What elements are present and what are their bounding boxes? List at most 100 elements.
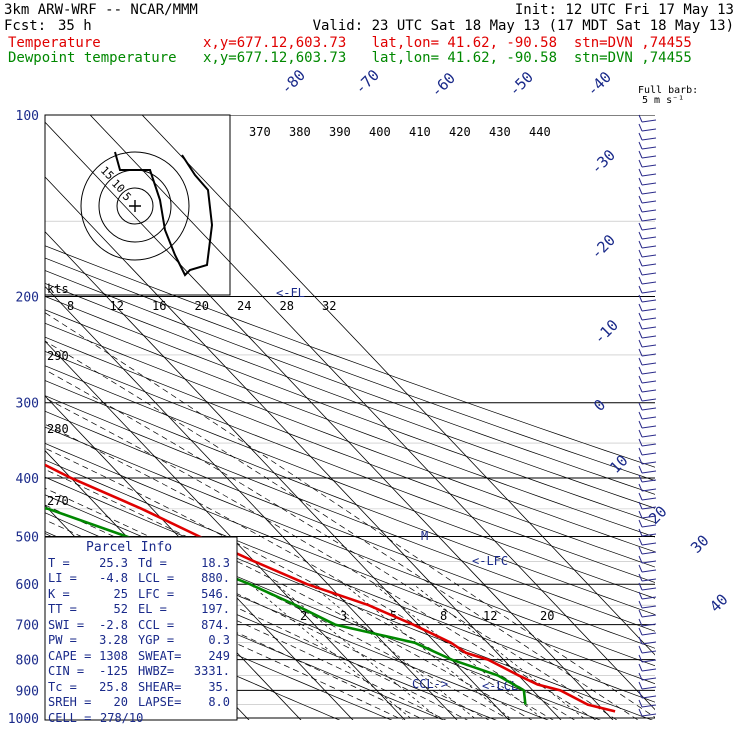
parcel-value-1: 25 <box>113 586 128 601</box>
wind-barb-flag <box>638 609 643 618</box>
mixing-ratio-label: 12 <box>483 609 497 623</box>
moist-adiabat-line <box>45 447 554 720</box>
moist-adiabat-line <box>45 312 655 718</box>
wind-barb <box>641 596 657 600</box>
wind-barb <box>641 236 657 240</box>
isotherm-label: -10 <box>590 316 622 348</box>
parcel-info-panel: Parcel Info T = 25.3 Td = 18.3 LI = -4.8 LCL =… <box>48 540 236 726</box>
parcel-label-1: CAPE = <box>48 648 92 663</box>
parcel-info-row: CIN = -125 HWBZ= 3331. <box>48 664 236 680</box>
dry-adiabat-line <box>45 350 655 583</box>
wind-speed-unit-label: kts <box>47 282 69 296</box>
isotherm-label: 10 <box>606 451 632 477</box>
wind-barb <box>641 209 657 213</box>
wind-barb-flag <box>638 618 643 627</box>
forecast-label: Fcst: <box>4 18 47 34</box>
wind-barb-flag <box>638 483 643 492</box>
dewpoint-trace <box>45 507 527 705</box>
wind-barb-flag <box>638 492 643 501</box>
wind-barb-flag <box>638 348 643 357</box>
parcel-value-2: 8.0 <box>208 695 230 709</box>
wind-barb-flag <box>638 627 643 636</box>
theta-label-top: 380 <box>289 125 311 139</box>
parcel-label-1: T = <box>48 555 70 570</box>
wind-barb-flag <box>638 447 643 456</box>
wind-barb-flag <box>638 420 643 429</box>
wind-barb-flag <box>638 240 643 249</box>
parcel-label-1: SWI = <box>48 617 85 632</box>
pressure-tick-label: 500 <box>16 530 39 545</box>
wind-barb <box>641 461 657 465</box>
pressure-tick-label: 900 <box>16 684 39 699</box>
wind-barb-flag <box>638 123 643 132</box>
wind-barb <box>641 677 657 681</box>
parcel-info-row: SREH = 20 LAPSE= 8.0 <box>48 695 236 711</box>
wind-barb-flag <box>638 357 643 366</box>
wind-barb-flag <box>638 375 643 384</box>
hodograph-ring-label: 5 <box>120 190 134 204</box>
isotherm-line <box>45 231 510 720</box>
wind-barb-flag <box>638 510 643 519</box>
mixing-ratio-line <box>413 583 584 719</box>
wind-barb <box>641 560 657 564</box>
isotherm-label: 40 <box>706 590 732 616</box>
wind-barb <box>641 605 657 609</box>
wind-barb <box>641 524 657 528</box>
parcel-label-2: SWEAT= <box>138 648 182 663</box>
parcel-label-2: LAPSE= <box>138 695 182 709</box>
parcel-value-2: 249 <box>208 648 230 663</box>
wind-barb-flag <box>638 402 643 411</box>
wind-barb <box>641 704 657 708</box>
wind-barb <box>641 542 657 546</box>
wind-barb-flag <box>638 654 643 663</box>
legend-dewpoint-label: Dewpoint temperature <box>8 50 177 66</box>
dry-adiabat-line <box>45 270 655 495</box>
isotherm-line <box>45 176 562 720</box>
lfc-marker: <-LFC <box>472 554 508 568</box>
parcel-label-2: SHEAR= <box>138 679 182 694</box>
isotherm-line <box>45 285 458 720</box>
wind-barb-flag <box>638 159 643 168</box>
wind-barb-flag <box>638 681 643 690</box>
wind-barb-flag <box>638 582 643 591</box>
parcel-label-2: HWBZ= <box>138 664 175 678</box>
isotherm-label: 0 <box>590 396 609 415</box>
wind-barb <box>641 191 657 195</box>
wind-barb-flag <box>638 429 643 438</box>
wind-speed-tick-label: 8 <box>67 299 74 313</box>
wind-barb <box>641 227 657 231</box>
wind-barb-flag <box>638 267 643 276</box>
parcel-value-2: 546. <box>201 586 230 601</box>
wind-barb-flag <box>638 249 643 258</box>
dry-adiabat-line <box>45 410 655 649</box>
wind-barb <box>641 380 657 384</box>
wind-barb-flag <box>638 258 643 267</box>
mixing-ratio-label: 8 <box>440 609 447 623</box>
wind-barb <box>641 470 657 474</box>
forecast-hour: 35 h <box>58 18 92 34</box>
wind-barb-flag <box>638 339 643 348</box>
moist-adiabat-line <box>45 423 575 720</box>
parcel-value-2: 18.3 <box>201 555 230 570</box>
parcel-label-1: PW = <box>48 633 77 647</box>
moist-adiabat-line <box>45 397 597 720</box>
wind-barb <box>641 299 657 303</box>
dry-adiabat-line <box>45 380 655 615</box>
parcel-cell-value: 278/10 <box>100 710 144 725</box>
wind-barb <box>641 713 657 717</box>
wind-barb-flag <box>638 276 643 285</box>
wind-barb-flag <box>638 321 643 330</box>
pressure-tick-label: 400 <box>16 472 39 487</box>
dry-adiabat-line <box>45 257 655 482</box>
wind-barb <box>641 173 657 177</box>
m-marker: M <box>421 529 428 543</box>
parcel-label-2: CCL = <box>138 617 175 632</box>
wind-barb-flag <box>638 312 643 321</box>
hodograph-trace <box>114 151 214 277</box>
parcel-value-1: -125 <box>99 664 128 678</box>
parcel-value-1: -2.8 <box>99 617 128 632</box>
hodograph-center <box>129 200 141 212</box>
wind-barb <box>641 659 657 663</box>
dry-adiabat-line <box>45 336 655 568</box>
moist-adiabat-line <box>45 504 490 720</box>
